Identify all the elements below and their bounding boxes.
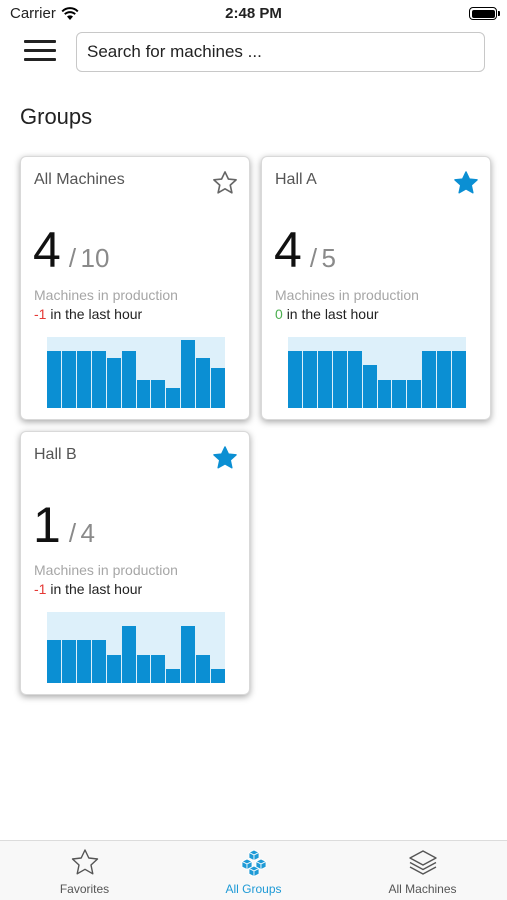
group-name: Hall B <box>34 446 77 463</box>
hourly-change: -1 in the last hour <box>34 581 142 597</box>
history-bar <box>136 379 151 408</box>
history-bar <box>106 654 121 683</box>
history-bar <box>332 351 347 408</box>
count-separator: / <box>309 243 318 273</box>
search-input[interactable] <box>76 32 485 72</box>
carrier-label: Carrier <box>10 5 56 22</box>
history-bar <box>377 379 392 408</box>
production-count: 1/ 4 <box>33 496 95 554</box>
layers-icon <box>408 850 437 875</box>
star-outline-icon[interactable] <box>211 169 239 197</box>
hourly-change: 0 in the last hour <box>275 306 379 322</box>
tab-label: Favorites <box>59 882 110 896</box>
history-bar <box>392 379 407 408</box>
delta-value: -1 <box>34 306 47 322</box>
history-bar <box>151 654 166 683</box>
cubes-icon <box>241 849 266 877</box>
production-history-chart <box>47 337 226 408</box>
production-history-chart <box>47 612 226 683</box>
history-bar <box>151 379 166 408</box>
history-bar <box>166 668 181 683</box>
history-bar <box>362 365 377 408</box>
tab-bar: Favorites All Groups All Machines <box>0 840 507 900</box>
tab-label: All Groups <box>225 882 282 896</box>
star-outline-icon <box>71 849 98 875</box>
history-bar <box>288 351 302 408</box>
tab-label: All Machines <box>388 882 457 896</box>
history-bar <box>181 626 196 683</box>
production-count: 4/ 5 <box>274 221 336 279</box>
history-bar <box>76 351 91 408</box>
history-bar <box>347 351 362 408</box>
group-name: Hall A <box>275 171 317 188</box>
history-bar <box>437 351 452 408</box>
history-bar <box>196 654 211 683</box>
history-bar <box>166 388 181 408</box>
history-bar <box>61 351 76 408</box>
history-bar <box>211 668 226 683</box>
history-bar <box>407 379 422 408</box>
in-production-value: 4 <box>274 222 302 278</box>
production-description: Machines in production <box>34 287 178 303</box>
delta-suffix: in the last hour <box>50 581 143 597</box>
history-bar <box>452 351 467 408</box>
in-production-value: 4 <box>33 222 61 278</box>
star-filled-icon[interactable] <box>211 444 239 472</box>
tab-favorites[interactable]: Favorites <box>0 841 169 900</box>
tab-all-groups[interactable]: All Groups <box>169 841 338 900</box>
hourly-change: -1 in the last hour <box>34 306 142 322</box>
group-card-hall-a[interactable]: Hall A 4/ 5 Machines in production 0 in … <box>261 156 491 420</box>
delta-value: 0 <box>275 306 283 322</box>
star-filled-icon[interactable] <box>452 169 480 197</box>
history-bar <box>121 351 136 408</box>
in-production-value: 1 <box>33 497 61 553</box>
group-card-hall-b[interactable]: Hall B 1/ 4 Machines in production -1 in… <box>20 431 250 695</box>
wifi-icon <box>61 6 79 20</box>
delta-value: -1 <box>34 581 47 597</box>
status-bar: Carrier 2:48 PM <box>0 0 507 26</box>
production-history-chart <box>288 337 467 408</box>
history-bar <box>91 351 106 408</box>
count-separator: / <box>68 518 77 548</box>
delta-suffix: in the last hour <box>50 306 143 322</box>
tab-all-machines[interactable]: All Machines <box>338 841 507 900</box>
battery-icon <box>469 7 500 20</box>
total-machines-value: 5 <box>321 243 336 273</box>
history-bar <box>196 358 211 408</box>
history-bar <box>302 351 317 408</box>
hamburger-menu-icon[interactable] <box>24 40 56 64</box>
production-count: 4/ 10 <box>33 221 109 279</box>
history-bar <box>106 358 121 408</box>
history-bar <box>121 626 136 683</box>
carrier-indicator: Carrier <box>10 5 79 22</box>
history-bar <box>61 640 76 683</box>
history-bar <box>91 640 106 683</box>
production-description: Machines in production <box>275 287 419 303</box>
history-bar <box>136 654 151 683</box>
history-bar <box>76 640 91 683</box>
total-machines-value: 10 <box>80 243 110 273</box>
total-machines-value: 4 <box>80 518 95 548</box>
group-card-all-machines[interactable]: All Machines 4/ 10 Machines in productio… <box>20 156 250 420</box>
group-name: All Machines <box>34 171 125 188</box>
history-bar <box>422 351 437 408</box>
page-title: Groups <box>20 104 93 129</box>
history-bar <box>181 339 196 408</box>
production-description: Machines in production <box>34 562 178 578</box>
history-bar <box>47 640 61 683</box>
count-separator: / <box>68 243 77 273</box>
delta-suffix: in the last hour <box>286 306 379 322</box>
status-time: 2:48 PM <box>225 5 282 22</box>
history-bar <box>211 368 226 408</box>
history-bar <box>47 351 61 408</box>
history-bar <box>317 351 332 408</box>
